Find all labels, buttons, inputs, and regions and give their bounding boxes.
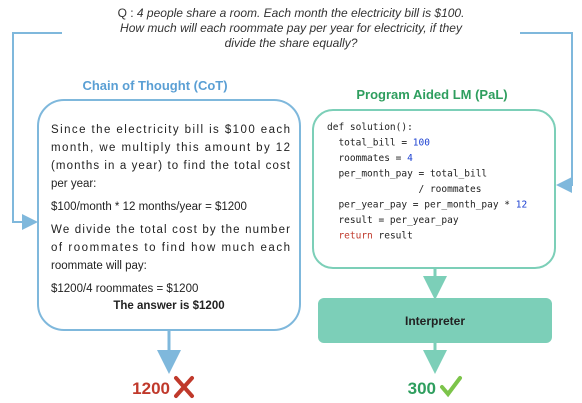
- code-line: result = per_year_pay: [327, 215, 459, 226]
- code-token: def solution():: [327, 122, 413, 133]
- interpreter-label: Interpreter: [405, 314, 465, 328]
- code-token: per_year_pay = per_month_pay *: [327, 200, 516, 211]
- question-line: 4 people share a room. Each month the el…: [137, 6, 465, 20]
- code-line: roommates = 4: [327, 153, 413, 164]
- interpreter-box: [318, 298, 552, 343]
- code-token: roommates =: [327, 153, 407, 164]
- cot-line: (months in a year) to find the total cos…: [51, 160, 291, 172]
- code-token: 100: [413, 138, 430, 149]
- cot-answer: The answer is $1200: [113, 300, 224, 312]
- question-prefix: Q :: [118, 6, 134, 20]
- question-line: How much will each roommate pay per year…: [120, 21, 463, 35]
- code-token: total_bill =: [327, 138, 413, 149]
- check-icon: [440, 376, 462, 398]
- cot-line: roommate will pay:: [51, 260, 147, 272]
- wrong-icon: [174, 376, 194, 398]
- pal-title: Program Aided LM (PaL): [356, 87, 507, 102]
- cot-line: of roommates to find how much each: [51, 242, 290, 254]
- pal-result: 300: [408, 379, 436, 398]
- code-token: result = per_year_pay: [327, 215, 459, 226]
- cot-line: per year:: [51, 178, 96, 190]
- code-token: return: [338, 231, 372, 242]
- question: Q : 4 people share a room. Each month th…: [118, 6, 465, 20]
- code-token: result: [373, 231, 413, 242]
- code-line: per_year_pay = per_month_pay * 12: [327, 200, 527, 211]
- cot-line: $100/month * 12 months/year = $1200: [51, 201, 247, 213]
- code-token: / roommates: [327, 184, 481, 195]
- code-line: per_month_pay = total_bill: [327, 169, 487, 180]
- code-token: [327, 231, 338, 242]
- question-line: divide the share equally?: [225, 36, 358, 50]
- cot-title: Chain of Thought (CoT): [82, 78, 227, 93]
- cot-line: We divide the total cost by the number: [51, 224, 290, 236]
- code-line: def solution():: [327, 122, 413, 133]
- code-token: per_month_pay = total_bill: [327, 169, 487, 180]
- code-line: return result: [327, 231, 413, 242]
- cot-line: Since the electricity bill is $100 each: [51, 124, 290, 136]
- code-token: 4: [407, 153, 413, 164]
- code-line: / roommates: [327, 184, 481, 195]
- code-line: total_bill = 100: [327, 138, 430, 149]
- connector: [12, 32, 62, 230]
- cot-line: $1200/4 roommates = $1200: [51, 283, 198, 295]
- code-token: 12: [516, 200, 527, 211]
- cot-result: 1200: [132, 379, 170, 398]
- connector: [520, 32, 573, 193]
